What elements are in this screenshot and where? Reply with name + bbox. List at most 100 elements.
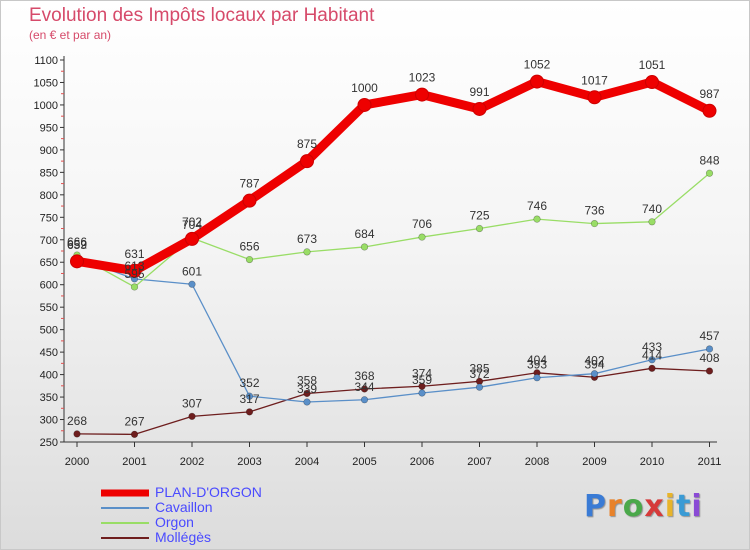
data-point <box>648 218 656 226</box>
data-point <box>705 345 714 353</box>
data-point <box>73 430 81 438</box>
data-label: 307 <box>182 396 202 410</box>
data-label: 613 <box>124 259 144 273</box>
data-point <box>415 87 429 102</box>
x-tick-label: 2001 <box>122 456 146 468</box>
y-tick-label: 900 <box>40 145 58 157</box>
data-point <box>300 154 314 169</box>
data-point <box>245 392 254 400</box>
x-tick-label: 2004 <box>295 456 319 468</box>
logo-letter: t <box>676 489 692 524</box>
series-line-plan-d'orgon <box>72 77 714 276</box>
legend-item: Orgon <box>101 515 361 530</box>
data-label: 1000 <box>351 81 378 95</box>
data-point <box>645 75 659 90</box>
legend-swatch <box>101 536 149 539</box>
data-label: 402 <box>584 354 604 368</box>
x-tick-label: 2006 <box>410 456 434 468</box>
legend-item: Cavaillon <box>101 500 361 515</box>
data-label: 659 <box>67 238 87 252</box>
chart-legend: PLAN-D'ORGON Cavaillon Orgon Mollégès <box>101 485 361 545</box>
data-label: 1052 <box>524 58 551 72</box>
x-tick-label: 2010 <box>640 456 664 468</box>
data-point <box>188 412 196 420</box>
data-point <box>533 374 541 382</box>
data-point <box>357 97 372 112</box>
data-point <box>590 219 599 228</box>
data-point <box>360 385 369 393</box>
legend-label: Mollégès <box>155 529 212 545</box>
data-point <box>475 383 484 391</box>
data-label: 414 <box>642 348 662 362</box>
data-point <box>303 248 311 256</box>
y-tick-label: 350 <box>40 392 58 404</box>
series-line-cavaillon <box>76 257 711 403</box>
data-label: 404 <box>527 353 547 367</box>
legend-swatch <box>101 506 149 509</box>
y-tick-label: 950 <box>40 122 58 134</box>
chart-subtitle: (en € et par an) <box>29 28 112 42</box>
y-tick-label: 600 <box>40 280 58 292</box>
x-tick-label: 2011 <box>698 456 722 468</box>
data-point <box>533 215 541 223</box>
logo-letter: o <box>622 489 645 524</box>
y-tick-label: 550 <box>40 302 58 314</box>
data-label: 787 <box>239 177 259 191</box>
data-point <box>245 255 254 264</box>
data-label: 1017 <box>581 73 608 87</box>
data-point <box>705 169 714 177</box>
series-line-orgon <box>76 172 711 288</box>
y-tick-label: 300 <box>40 415 58 427</box>
data-point <box>303 398 311 406</box>
data-label: 706 <box>412 217 432 231</box>
data-point <box>705 367 714 375</box>
legend-label: Orgon <box>155 514 194 530</box>
proxiti-logo: Proxiti <box>584 489 703 524</box>
data-label: 393 <box>527 358 547 372</box>
y-tick-label: 800 <box>40 190 58 202</box>
data-point <box>530 74 544 89</box>
y-tick-label: 1100 <box>34 55 58 67</box>
data-label: 704 <box>182 218 202 232</box>
data-label: 987 <box>699 87 719 101</box>
data-label: 1023 <box>409 71 436 85</box>
y-tick-label: 850 <box>40 167 58 179</box>
data-label: 736 <box>584 204 604 218</box>
data-point <box>472 101 487 116</box>
legend-item: PLAN-D'ORGON <box>101 485 361 500</box>
data-label: 684 <box>354 227 374 241</box>
x-tick-label: 2008 <box>525 456 549 468</box>
data-point <box>245 408 254 416</box>
data-label: 991 <box>469 85 489 99</box>
data-point <box>418 389 426 397</box>
legend-swatch <box>101 521 149 524</box>
y-tick-label: 1000 <box>34 100 58 112</box>
logo-letter: i <box>691 489 703 524</box>
data-point <box>185 231 199 246</box>
data-label: 368 <box>354 369 374 383</box>
data-label: 385 <box>469 361 489 375</box>
logo-letter: i <box>664 489 677 524</box>
data-point <box>702 103 717 118</box>
data-label: 372 <box>469 367 489 381</box>
data-label: 358 <box>297 373 317 387</box>
y-tick-label: 750 <box>40 212 58 224</box>
logo-letter: r <box>607 489 623 524</box>
data-label: 339 <box>297 382 317 396</box>
data-label: 344 <box>354 380 374 394</box>
data-point <box>130 430 139 438</box>
data-label: 702 <box>182 215 202 229</box>
data-label: 666 <box>67 235 87 249</box>
y-tick-label: 1050 <box>34 77 58 89</box>
data-point <box>475 224 484 233</box>
data-label: 848 <box>699 153 719 167</box>
data-point <box>127 263 142 278</box>
data-point <box>648 356 656 364</box>
data-label: 268 <box>67 414 87 428</box>
data-point <box>418 233 426 241</box>
legend-item: Mollégès <box>101 530 361 545</box>
data-label: 433 <box>642 340 662 354</box>
data-point <box>242 193 257 208</box>
data-label: 673 <box>297 232 317 246</box>
